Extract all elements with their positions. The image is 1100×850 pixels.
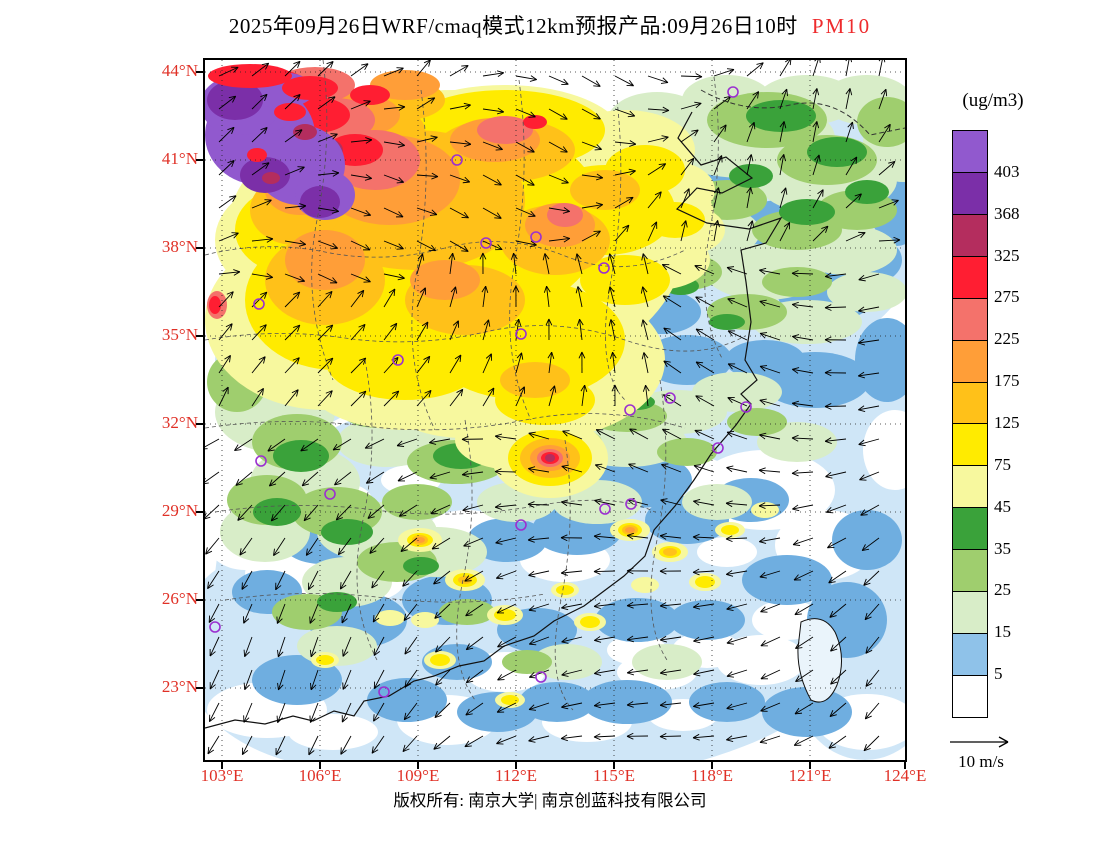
- graticule: [205, 60, 905, 760]
- lon-axis-tick: [515, 762, 517, 769]
- colorbar-tick-label: 5: [994, 664, 1003, 684]
- wind-reference-arrow: [946, 733, 1016, 751]
- lat-axis-tick: [196, 687, 203, 689]
- map-frame: [185, 55, 955, 780]
- lon-label: 112°E: [494, 766, 538, 785]
- province-borders: [204, 59, 746, 711]
- lat-axis-tick: [196, 423, 203, 425]
- colorbar-segment: [953, 634, 987, 676]
- title-pollutant: PM10: [811, 14, 872, 38]
- lon-axis-tick: [221, 762, 223, 769]
- colorbar-segment: [953, 424, 987, 467]
- forecast-map-canvas: [185, 55, 955, 780]
- colorbar-segment: [953, 256, 987, 299]
- city-marker: [515, 519, 527, 531]
- colorbar-tick-label: 325: [994, 245, 1020, 265]
- page-title: 2025年09月26日WRF/cmaq模式12km预报产品:09月26日10时 P…: [0, 10, 1100, 40]
- lat-axis-tick: [196, 71, 203, 73]
- lat-label: 29°N: [161, 501, 198, 520]
- lon-axis-tick: [904, 762, 906, 769]
- colorbar-tick-label: 45: [994, 496, 1011, 516]
- lon-label: 121°E: [788, 766, 832, 785]
- lat-label: 26°N: [161, 589, 198, 608]
- colorbar-segment: [953, 550, 987, 593]
- city-marker: [378, 686, 390, 698]
- colorbar-tick-label: 175: [994, 371, 1020, 391]
- lon-label: 124°E: [883, 766, 927, 785]
- lon-axis-tick: [711, 762, 713, 769]
- colorbar-tick-label: 225: [994, 329, 1020, 349]
- lat-axis-tick: [196, 247, 203, 249]
- colorbar-segment: [953, 214, 987, 257]
- colorbar-tick-label: 403: [994, 161, 1020, 181]
- colorbar-segment: [953, 298, 987, 341]
- city-marker: [515, 328, 527, 340]
- city-marker: [598, 262, 610, 274]
- city-marker: [255, 455, 267, 467]
- city-marker: [624, 404, 636, 416]
- colorbar-tick-label: 35: [994, 538, 1011, 558]
- colorbar-segment: [953, 675, 987, 717]
- city-marker: [712, 442, 724, 454]
- colorbar-tick-label: 368: [994, 203, 1020, 223]
- national-border: [700, 89, 906, 136]
- colorbar-segment: [953, 172, 987, 215]
- city-marker: [740, 401, 752, 413]
- city-marker: [625, 498, 637, 510]
- city-marker: [727, 86, 739, 98]
- colorbar-segment: [953, 508, 987, 551]
- colorbar-tick-label: 75: [994, 454, 1011, 474]
- colorbar-segment: [953, 466, 987, 509]
- lat-axis-tick: [196, 599, 203, 601]
- lat-axis-tick: [196, 159, 203, 161]
- lat-label: 44°N: [161, 61, 198, 80]
- city-marker: [530, 231, 542, 243]
- colorbar-segment: [953, 382, 987, 425]
- lon-label: 109°E: [396, 766, 440, 785]
- city-marker: [480, 237, 492, 249]
- lon-axis-tick: [319, 762, 321, 769]
- lon-label: 106°E: [298, 766, 342, 785]
- colorbar-segment: [953, 131, 987, 173]
- city-markers: [209, 86, 752, 698]
- lat-label: 23°N: [161, 677, 198, 696]
- lat-label: 32°N: [161, 413, 198, 432]
- wind-speed-label: 10 m/s: [958, 752, 1004, 771]
- colorbar-tick-label: 125: [994, 413, 1020, 432]
- lon-label: 115°E: [592, 766, 636, 785]
- copyright-footer: 版权所有: 南京大学| 南京创蓝科技有限公司: [393, 791, 707, 810]
- lat-label: 35°N: [161, 325, 198, 344]
- lat-axis-tick: [196, 335, 203, 337]
- colorbar-tick-label: 275: [994, 287, 1020, 307]
- colorbar-segment: [953, 592, 987, 635]
- lon-axis-tick: [613, 762, 615, 769]
- city-marker: [324, 488, 336, 500]
- city-marker: [451, 154, 463, 166]
- title-text: 2025年09月26日WRF/cmaq模式12km预报产品:09月26日10时: [228, 14, 798, 38]
- city-marker: [535, 671, 547, 683]
- city-marker: [253, 298, 265, 310]
- city-marker: [599, 503, 611, 515]
- lat-axis-tick: [196, 511, 203, 513]
- lon-label: 118°E: [690, 766, 734, 785]
- lat-label: 41°N: [161, 149, 198, 168]
- colorbar: [952, 130, 988, 718]
- colorbar-tick-label: 15: [994, 622, 1011, 642]
- lon-label: 103°E: [200, 766, 244, 785]
- city-marker: [392, 354, 404, 366]
- lat-label: 38°N: [161, 237, 198, 256]
- city-marker: [209, 621, 221, 633]
- colorbar-tick-label: 25: [994, 580, 1011, 600]
- coastline: [204, 111, 783, 729]
- colorbar-unit-label: (ug/m3): [962, 90, 1024, 111]
- lon-axis-tick: [417, 762, 419, 769]
- wind-arrow-icon: [950, 736, 1009, 748]
- field-layer-red-over-purple: [208, 64, 338, 162]
- wind-vectors: [200, 55, 901, 756]
- colorbar-segment: [953, 340, 987, 383]
- lon-axis-tick: [809, 762, 811, 769]
- city-marker: [664, 392, 676, 404]
